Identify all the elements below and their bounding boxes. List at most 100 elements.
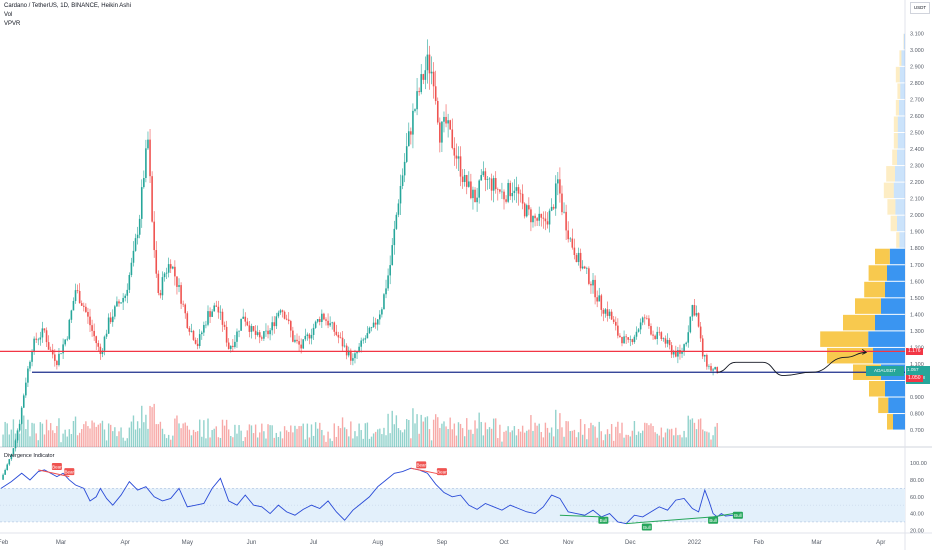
candle-body: [318, 319, 321, 322]
candle-body: [708, 366, 710, 367]
volume-bar: [602, 440, 605, 447]
candle-body: [167, 264, 170, 273]
candle-body: [445, 116, 447, 124]
candle-body: [306, 334, 309, 336]
volume-bar: [170, 439, 172, 447]
candle-body: [254, 330, 257, 335]
candle-body: [600, 295, 603, 310]
volume-bar: [107, 423, 110, 447]
candle-body: [656, 331, 658, 339]
candle-body: [273, 322, 276, 327]
candle-body: [509, 182, 512, 197]
candle-body: [681, 351, 683, 354]
candle-body: [111, 316, 114, 323]
candle-body: [523, 203, 526, 217]
volume-bar: [449, 417, 451, 447]
volume-bar: [650, 423, 652, 447]
volume-bar: [138, 428, 141, 447]
candle-body: [623, 336, 625, 344]
volume-bar: [93, 422, 95, 447]
volume-bar: [563, 436, 565, 447]
candle-body: [49, 349, 52, 351]
volume-bar: [312, 435, 315, 447]
volume-bar: [285, 430, 288, 447]
volume-bar: [273, 437, 275, 447]
volume-bar: [662, 437, 665, 447]
volume-bar: [565, 421, 567, 447]
divergence-label-text: Bear: [437, 469, 447, 474]
volume-bar: [267, 424, 269, 447]
candle-body: [103, 336, 106, 351]
oscillator-line: [0, 467, 734, 525]
volume-bar: [484, 422, 487, 447]
candle-body: [399, 185, 402, 204]
candle-body: [468, 181, 470, 187]
candle-body: [455, 155, 458, 159]
candle-body: [93, 330, 95, 337]
volume-bar: [443, 421, 445, 447]
volume-bar: [652, 426, 654, 447]
candle-body: [525, 205, 528, 217]
candle-body: [358, 346, 360, 353]
volume-bar: [457, 422, 460, 447]
volume-bar: [644, 422, 646, 447]
volume-bar: [343, 427, 346, 447]
vp-bar-down: [893, 133, 898, 149]
volume-bar: [710, 439, 712, 447]
price-tick-label: 1.700: [910, 263, 924, 269]
candle-body: [554, 183, 557, 209]
price-tick-label: 2.500: [910, 131, 924, 137]
oscillator-title[interactable]: Divergence Indicator: [4, 453, 55, 459]
currency-badge[interactable]: USDT: [910, 2, 930, 14]
candle-body: [614, 321, 617, 326]
candle-body: [345, 345, 348, 356]
candle-body: [370, 327, 373, 328]
time-tick-label: Dec: [625, 540, 636, 546]
candle-body: [503, 191, 505, 200]
volume-bar: [99, 423, 102, 447]
candle-body: [335, 331, 338, 335]
volume-bar: [271, 425, 273, 447]
candle-body: [176, 276, 178, 287]
price-tick-label: 2.400: [910, 147, 924, 153]
volume-bar: [110, 424, 112, 447]
volume-bar: [389, 433, 391, 447]
volume-bar: [157, 424, 160, 447]
candle-body: [598, 295, 601, 302]
candle-body: [341, 337, 344, 347]
volume-bar: [302, 423, 304, 447]
volume-bar: [364, 423, 367, 447]
volume-bar: [548, 432, 551, 447]
volume-legend[interactable]: Vol: [4, 12, 13, 18]
candle-body: [302, 339, 305, 349]
candle-body: [97, 343, 100, 347]
volume-bar: [300, 426, 302, 447]
volume-bar: [228, 429, 230, 447]
candle-body: [87, 311, 89, 317]
volume-bar: [52, 430, 54, 447]
candle-body: [229, 345, 232, 349]
symbol-title[interactable]: Cardano / TetherUS, 1D, BINANCE, Heikin …: [4, 3, 131, 9]
candle-body: [372, 322, 375, 328]
volume-bar: [608, 433, 611, 447]
volume-bar: [39, 422, 42, 447]
candle-body: [430, 71, 433, 74]
divergence-label-bull: Bull: [598, 516, 609, 524]
candle-body: [107, 317, 110, 334]
volume-bar: [25, 429, 27, 447]
volume-bar: [627, 434, 629, 447]
candle-body: [482, 171, 485, 176]
candle-body: [109, 317, 112, 323]
volume-bar: [283, 426, 286, 447]
candle-body: [575, 255, 578, 263]
vpvr-legend[interactable]: VPVR: [4, 21, 21, 27]
candle-body: [74, 290, 77, 301]
volume-bar: [393, 424, 395, 447]
candle-body: [85, 306, 87, 312]
volume-bar: [507, 426, 509, 447]
volume-bar: [540, 431, 542, 447]
volume-bar: [666, 428, 669, 447]
vp-bar-down: [892, 149, 897, 166]
volume-bar: [445, 426, 447, 447]
candle-body: [294, 339, 296, 342]
